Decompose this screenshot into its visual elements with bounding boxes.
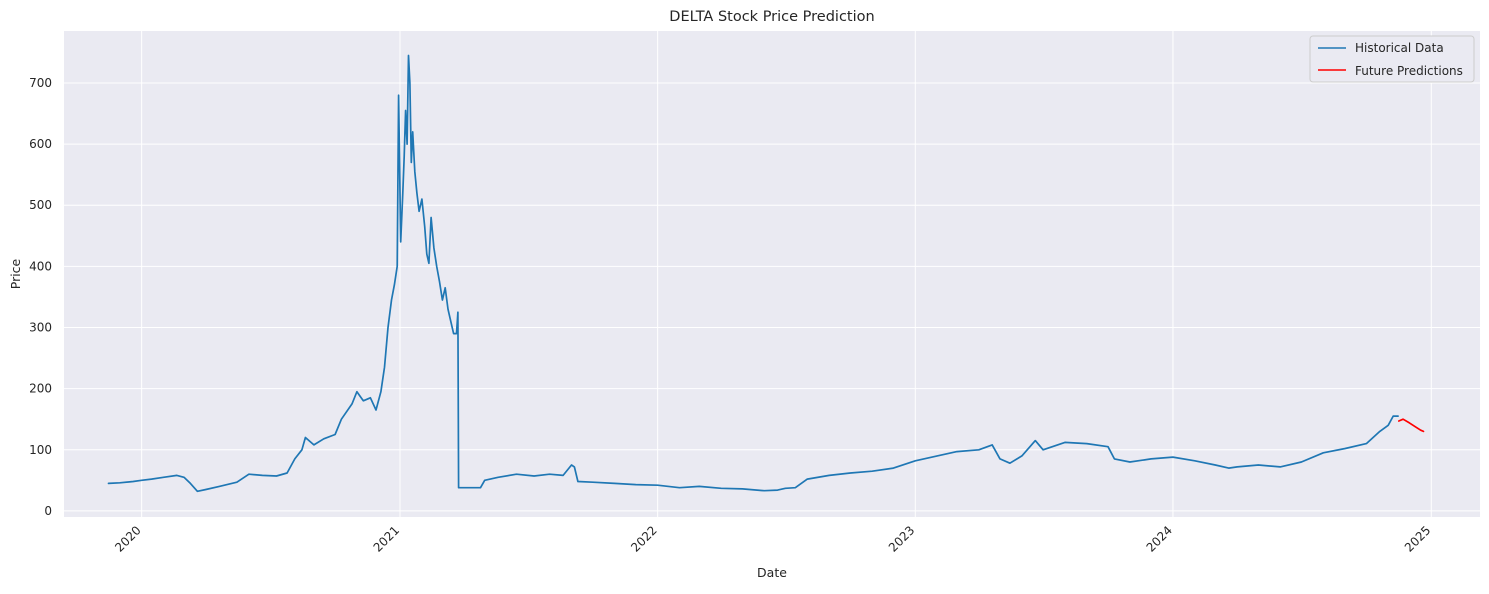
y-tick-label: 400 (29, 259, 52, 273)
legend-label-predictions: Future Predictions (1355, 64, 1463, 78)
plot-area (64, 31, 1480, 517)
x-tick-label: 2023 (886, 523, 917, 554)
y-tick-label: 600 (29, 137, 52, 151)
x-tick-label: 2025 (1402, 523, 1433, 554)
y-tick-label: 0 (44, 504, 52, 518)
x-tick-label: 2024 (1144, 523, 1175, 554)
legend: Historical Data Future Predictions (1309, 35, 1475, 83)
chart-title: DELTA Stock Price Prediction (669, 9, 874, 25)
x-tick-label: 2021 (371, 523, 402, 554)
y-tick-label: 200 (29, 382, 52, 396)
x-axis-label: Date (757, 565, 787, 580)
series-layer (107, 54, 1425, 493)
y-tick-label: 300 (29, 320, 52, 334)
y-tick-label: 700 (29, 76, 52, 90)
series-line-1 (1397, 418, 1425, 433)
y-tick-label: 500 (29, 198, 52, 212)
y-tick-label: 100 (29, 443, 52, 457)
x-tick-label: 2020 (112, 523, 143, 554)
x-tick-label: 2022 (628, 523, 659, 554)
y-axis-label: Price (8, 258, 23, 289)
series-line-0 (107, 54, 1399, 493)
grid-lines (64, 31, 1480, 517)
legend-label-historical: Historical Data (1355, 41, 1444, 55)
legend-box (1309, 35, 1475, 83)
